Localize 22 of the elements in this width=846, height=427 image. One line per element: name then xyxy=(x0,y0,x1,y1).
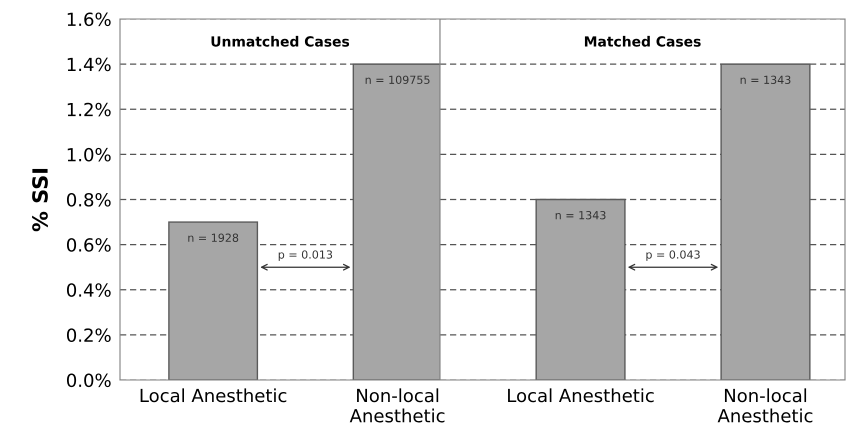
y-tick-label: 1.0% xyxy=(68,148,111,162)
x-tick-label: Non-local Anesthetic xyxy=(350,388,444,423)
annotation: p = 0.043 xyxy=(646,250,700,261)
y-tick-label: 0.4% xyxy=(66,283,111,297)
annotation: n = 109755 xyxy=(366,76,430,84)
x-tick-label: Non-local Anesthetic xyxy=(718,388,812,423)
y-tick-label: 0.2% xyxy=(66,328,111,342)
annotation: p = 0.013 xyxy=(278,250,332,261)
text: Unmatched Cases xyxy=(212,36,350,47)
text: Matched Cases xyxy=(584,36,701,47)
y-tick-label: 0.8% xyxy=(66,192,111,207)
y-axis-title: % SSI xyxy=(32,168,48,232)
annotation: n = 1343 xyxy=(556,210,606,220)
annotation: n = 1343 xyxy=(740,76,790,84)
y-tick-label: 0.0% xyxy=(66,373,111,388)
y-tick-label: 1.2% xyxy=(68,102,111,116)
x-tick-label: Local Anesthetic xyxy=(508,388,654,402)
x-tick-label: Local Anesthetic xyxy=(140,388,286,402)
y-tick-label: 1.4% xyxy=(68,58,111,72)
y-tick-label: 0.6% xyxy=(66,238,111,252)
y-tick-label: 1.6% xyxy=(68,12,111,26)
annotation: n = 1928 xyxy=(188,234,238,242)
